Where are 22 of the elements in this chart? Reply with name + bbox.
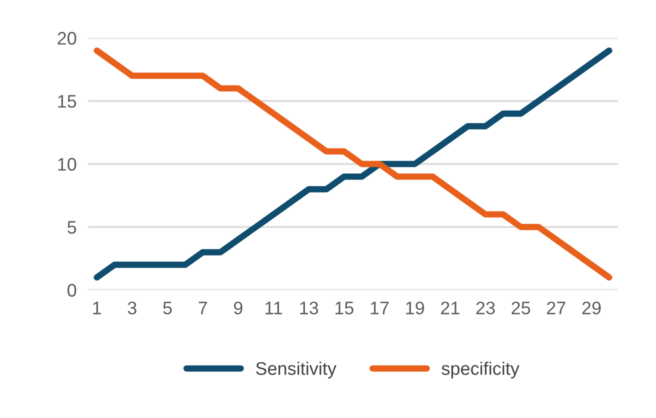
x-tick-label: 19 — [406, 302, 424, 314]
x-tick-label: 3 — [128, 302, 136, 314]
y-tick-label: 15 — [58, 95, 76, 108]
x-tick-label: 15 — [336, 302, 354, 314]
x-tick-label: 17 — [370, 302, 389, 314]
y-tick-label: 5 — [68, 221, 76, 234]
x-tick-label: 11 — [266, 302, 282, 314]
x-tick-label: 13 — [300, 302, 318, 314]
x-tick-label: 29 — [582, 302, 601, 314]
legend-label: Sensitivity — [256, 362, 336, 379]
x-tick-label: 5 — [163, 302, 172, 314]
x-tick-label: 7 — [198, 302, 207, 314]
x-tick-label: 25 — [512, 302, 530, 314]
y-tick-label: 10 — [58, 158, 76, 171]
x-tick-label: 9 — [234, 302, 242, 314]
x-tick-label: 23 — [476, 302, 495, 314]
x-tick-label: 27 — [547, 302, 566, 314]
y-tick-label: 20 — [58, 32, 76, 45]
y-tick-label: 0 — [68, 284, 76, 297]
legend-label: specificity — [442, 362, 520, 379]
x-tick-label: 21 — [441, 302, 460, 314]
x-tick-label: 1 — [93, 302, 101, 314]
